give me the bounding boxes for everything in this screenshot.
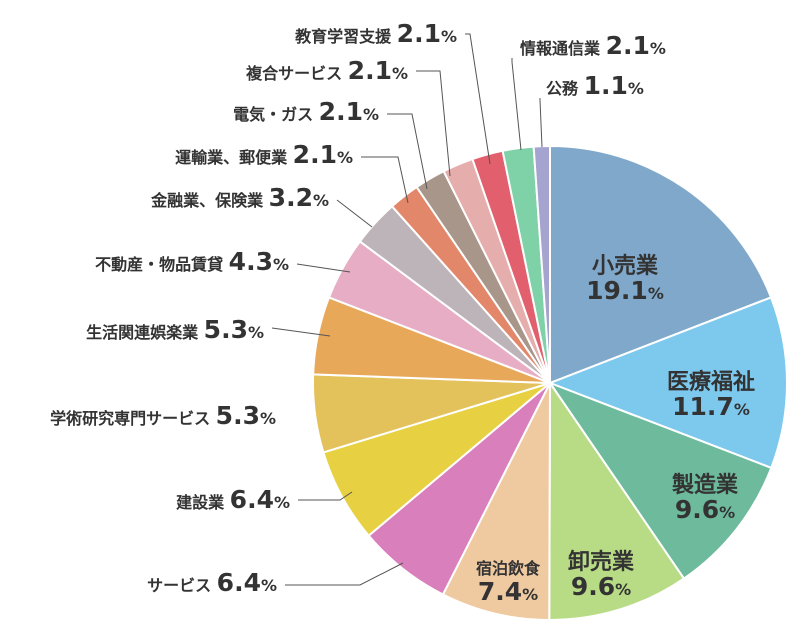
leader-line-15 [465,33,491,165]
slice-label-name-4: 卸売業 [568,549,635,575]
leader-line-13 [387,113,428,190]
slice-label-name-2: 医療福祉 [667,369,755,395]
slice-label-16: 情報通信業 2.1% [520,31,666,60]
pie-slice-1 [549,144,773,385]
pie-slice-2 [547,296,788,470]
leader-line-11 [336,199,373,228]
slice-label-value-3: 9.6% [675,495,735,524]
slice-label-8: 学術研究専門サービス 5.3% [50,401,276,430]
leader-line-16 [511,58,522,151]
leader-line-9 [271,327,331,337]
slice-label-name-1: 小売業 [592,253,659,279]
slice-label-value-4: 9.6% [571,572,631,601]
pie-slice-4 [548,379,686,622]
slice-label-value-1: 19.1% [586,276,664,305]
leader-line-12 [361,156,409,204]
slice-label-15: 教育学習支援 2.1% [295,19,457,48]
slice-label-9: 生活関連娯楽業 5.3% [86,315,264,344]
pie-slice-3 [547,380,773,580]
leader-line-6 [285,562,404,586]
slice-label-value-2: 11.7% [672,392,750,421]
leader-line-7 [298,491,353,501]
slice-label-7: 建設業 6.4% [176,485,290,514]
leader-line-17 [539,98,543,148]
slice-labels: 小売業19.1%医療福祉11.7%製造業9.6%卸売業9.6%宿泊飲食7.4%サ… [50,19,755,606]
slice-label-13: 電気・ガス 2.1% [233,97,379,126]
slice-label-value-5: 7.4% [478,577,538,606]
pie-slices [312,144,788,622]
slice-label-11: 金融業、保険業 3.2% [150,183,329,212]
pie-slice-5 [441,382,551,622]
slice-label-6: サービス 6.4% [147,568,277,597]
slice-label-name-3: 製造業 [671,472,739,498]
leader-lines [271,33,543,586]
slice-label-name-5: 宿泊飲食 [476,559,541,578]
slice-label-12: 運輸業、郵便業 2.1% [175,140,353,169]
slice-label-17: 公務 1.1% [546,71,644,100]
slice-label-10: 不動産・物品賃貸 4.3% [95,247,289,276]
slice-label-14: 複合サービス 2.1% [245,56,408,85]
leader-line-14 [416,70,451,177]
leader-line-10 [296,263,351,273]
